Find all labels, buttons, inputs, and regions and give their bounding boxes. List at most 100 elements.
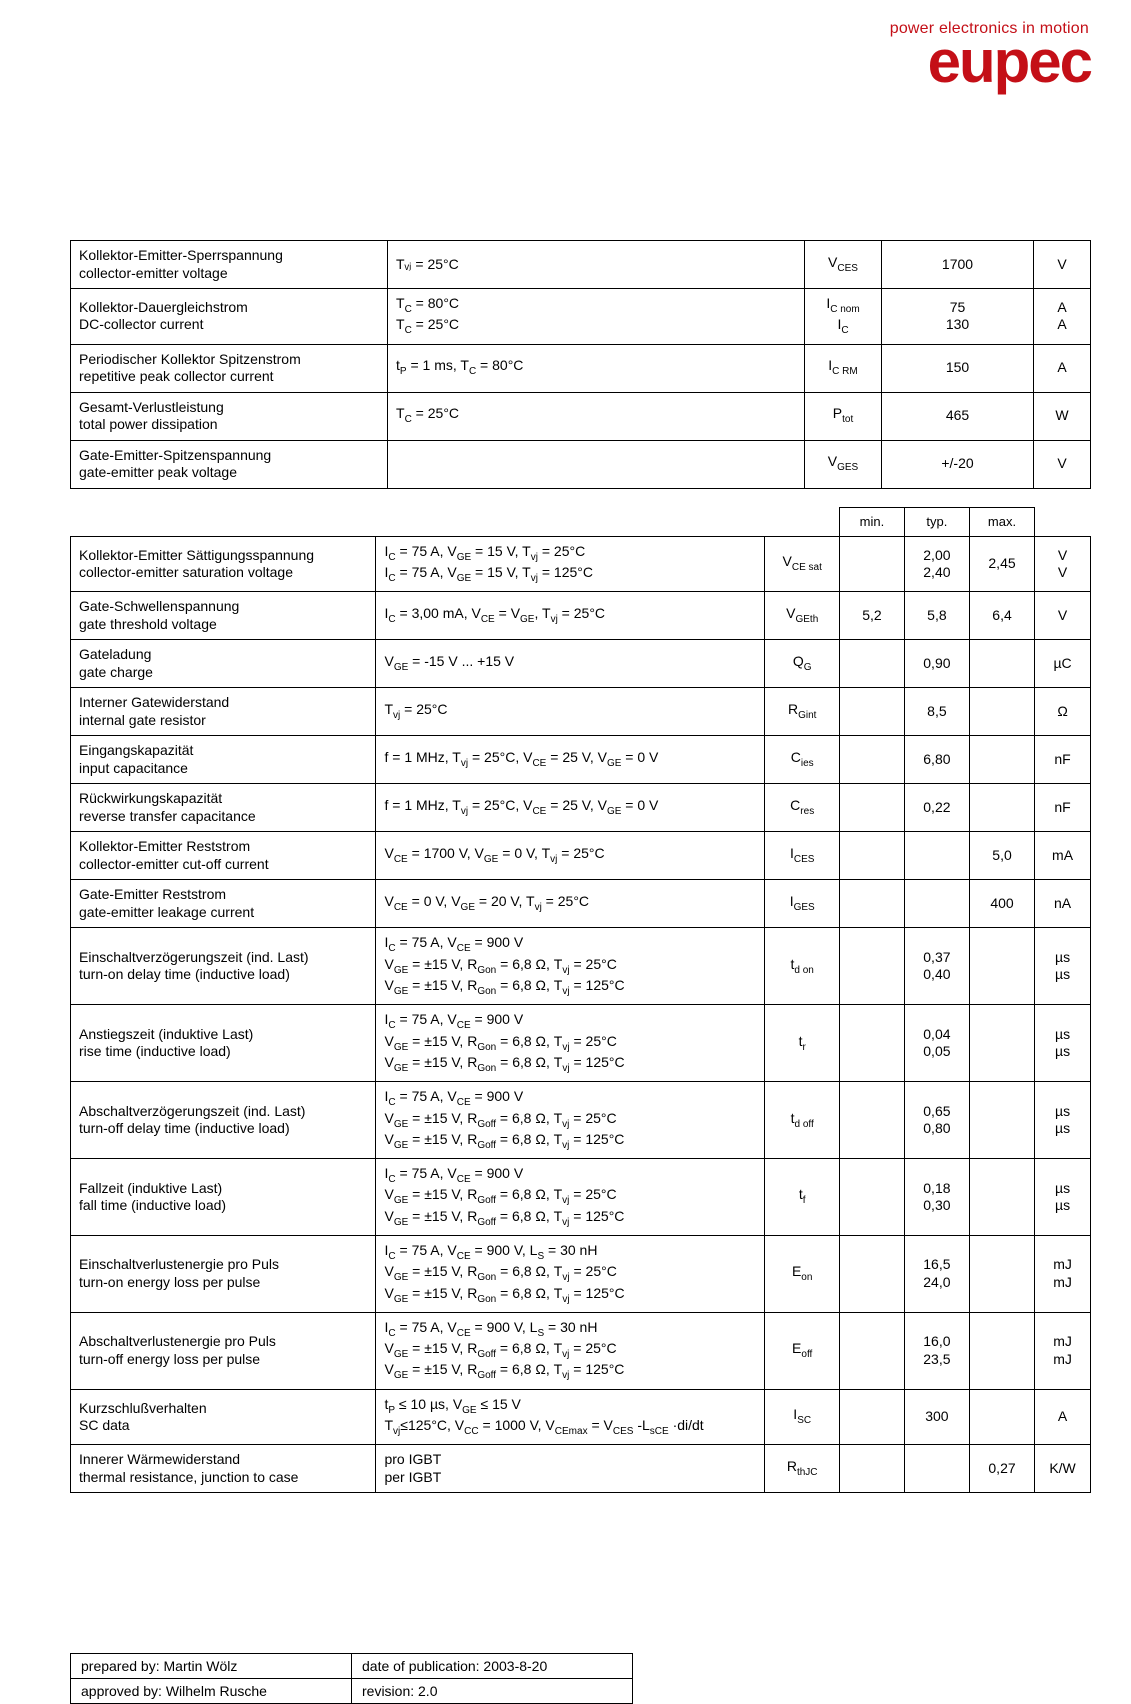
table-row: Gate-Schwellenspannunggate threshold vol… <box>71 592 1091 640</box>
unit-cell: AA <box>1034 289 1091 345</box>
value-cell: +/-20 <box>882 440 1034 488</box>
condition-cell: VCE = 1700 V, VGE = 0 V, Tvj = 25°C <box>376 832 765 880</box>
min-cell <box>840 536 905 592</box>
table-row: Kollektor-Emitter-Sperrspannungcollector… <box>71 241 1091 289</box>
max-cell: 6,4 <box>969 592 1034 640</box>
symbol-cell: Cres <box>765 784 840 832</box>
param-cell: Kollektor-DauergleichstromDC-collector c… <box>71 289 388 345</box>
symbol-cell: VGES <box>805 440 882 488</box>
condition-cell: IC = 75 A, VCE = 900 V, LS = 30 nHVGE = … <box>376 1312 765 1389</box>
col-min: min. <box>840 507 905 536</box>
revision: revision: 2.0 <box>352 1679 633 1704</box>
min-cell <box>840 784 905 832</box>
min-cell <box>840 1082 905 1159</box>
symbol-cell: RGint <box>765 688 840 736</box>
symbol-cell: VGEth <box>765 592 840 640</box>
max-cell <box>969 1312 1034 1389</box>
symbol-cell: VCE sat <box>765 536 840 592</box>
max-cell <box>969 688 1034 736</box>
symbol-cell: Ptot <box>805 392 882 440</box>
condition-cell: TC = 80°CTC = 25°C <box>388 289 805 345</box>
min-cell <box>840 928 905 1005</box>
unit-cell: Ω <box>1035 688 1091 736</box>
table-row: Einschaltverzögerungszeit (ind. Last)tur… <box>71 928 1091 1005</box>
param-cell: Gate-Emitter Reststromgate-emitter leaka… <box>71 880 376 928</box>
unit-cell: µsµs <box>1035 928 1091 1005</box>
table-row: Gate-Emitter Reststromgate-emitter leaka… <box>71 880 1091 928</box>
symbol-cell: tr <box>765 1005 840 1082</box>
unit-cell: mJmJ <box>1035 1312 1091 1389</box>
param-cell: Abschaltverlustenergie pro Pulsturn-off … <box>71 1312 376 1389</box>
param-cell: Kollektor-Emitter Reststromcollector-emi… <box>71 832 376 880</box>
brand-logo: power electronics in motion eupec <box>890 20 1091 92</box>
table-row: Kollektor-DauergleichstromDC-collector c… <box>71 289 1091 345</box>
param-cell: Kollektor-Emitter Sättigungsspannungcoll… <box>71 536 376 592</box>
meta-row: approved by: Wilhelm Rusche revision: 2.… <box>71 1679 633 1704</box>
condition-cell: f = 1 MHz, Tvj = 25°C, VCE = 25 V, VGE =… <box>376 736 765 784</box>
max-cell: 2,45 <box>969 536 1034 592</box>
condition-cell: VCE = 0 V, VGE = 20 V, Tvj = 25°C <box>376 880 765 928</box>
col-typ: typ. <box>904 507 969 536</box>
table-row: Periodischer Kollektor Spitzenstromrepet… <box>71 344 1091 392</box>
condition-cell: tP ≤ 10 µs, VGE ≤ 15 VTvj≤125°C, VCC = 1… <box>376 1389 765 1445</box>
table-row: Gate-Emitter-Spitzenspannunggate-emitter… <box>71 440 1091 488</box>
param-cell: Anstiegszeit (induktive Last)rise time (… <box>71 1005 376 1082</box>
min-cell <box>840 832 905 880</box>
max-cell: 0,27 <box>969 1445 1034 1493</box>
table-row: Einschaltverlustenergie pro Pulsturn-on … <box>71 1236 1091 1313</box>
min-cell <box>840 736 905 784</box>
typ-cell: 0,370,40 <box>904 928 969 1005</box>
param-cell: Eingangskapazitätinput capacitance <box>71 736 376 784</box>
typ-cell: 0,180,30 <box>904 1159 969 1236</box>
typ-cell: 0,040,05 <box>904 1005 969 1082</box>
unit-cell: nF <box>1035 736 1091 784</box>
max-cell <box>969 1236 1034 1313</box>
condition-cell: IC = 75 A, VCE = 900 VVGE = ±15 V, RGoff… <box>376 1159 765 1236</box>
condition-cell: IC = 75 A, VGE = 15 V, Tvj = 25°CIC = 75… <box>376 536 765 592</box>
param-cell: Periodischer Kollektor Spitzenstromrepet… <box>71 344 388 392</box>
ratings-table: Kollektor-Emitter-Sperrspannungcollector… <box>70 240 1091 489</box>
param-cell: Gateladunggate charge <box>71 640 376 688</box>
max-cell: 5,0 <box>969 832 1034 880</box>
condition-cell: tP = 1 ms, TC = 80°C <box>388 344 805 392</box>
typ-cell: 16,524,0 <box>904 1236 969 1313</box>
typ-cell <box>904 1445 969 1493</box>
param-cell: Einschaltverlustenergie pro Pulsturn-on … <box>71 1236 376 1313</box>
condition-cell: TC = 25°C <box>388 392 805 440</box>
max-cell <box>969 1005 1034 1082</box>
table-row: Kollektor-Emitter Reststromcollector-emi… <box>71 832 1091 880</box>
symbol-cell: IC RM <box>805 344 882 392</box>
condition-cell: Tvj = 25°C <box>376 688 765 736</box>
unit-cell: VV <box>1035 536 1091 592</box>
min-cell <box>840 1389 905 1445</box>
condition-cell: IC = 75 A, VCE = 900 V, LS = 30 nHVGE = … <box>376 1236 765 1313</box>
publication-date: date of publication: 2003-8-20 <box>352 1654 633 1679</box>
typ-cell: 6,80 <box>904 736 969 784</box>
unit-cell: V <box>1034 440 1091 488</box>
symbol-cell: Eoff <box>765 1312 840 1389</box>
table-row: Gesamt-Verlustleistungtotal power dissip… <box>71 392 1091 440</box>
condition-cell: VGE = -15 V ... +15 V <box>376 640 765 688</box>
table-row: Innerer Wärmewiderstandthermal resistanc… <box>71 1445 1091 1493</box>
typ-cell: 0,90 <box>904 640 969 688</box>
table-row: Rückwirkungskapazitätreverse transfer ca… <box>71 784 1091 832</box>
unit-cell: V <box>1035 592 1091 640</box>
min-cell <box>840 1236 905 1313</box>
symbol-cell: RthJC <box>765 1445 840 1493</box>
unit-cell: µsµs <box>1035 1005 1091 1082</box>
value-cell: 465 <box>882 392 1034 440</box>
symbol-cell: Eon <box>765 1236 840 1313</box>
symbol-cell: td off <box>765 1082 840 1159</box>
unit-cell: µC <box>1035 640 1091 688</box>
header-row: min.typ.max. <box>71 507 1091 536</box>
unit-cell: mA <box>1035 832 1091 880</box>
param-cell: KurzschlußverhaltenSC data <box>71 1389 376 1445</box>
symbol-cell: ISC <box>765 1389 840 1445</box>
condition-cell: IC = 75 A, VCE = 900 VVGE = ±15 V, RGoff… <box>376 1082 765 1159</box>
characteristics-table: min.typ.max.Kollektor-Emitter Sättigungs… <box>70 507 1091 1494</box>
symbol-cell: VCES <box>805 241 882 289</box>
typ-cell: 0,650,80 <box>904 1082 969 1159</box>
symbol-cell: IC nomIC <box>805 289 882 345</box>
min-cell <box>840 640 905 688</box>
param-cell: Fallzeit (induktive Last)fall time (indu… <box>71 1159 376 1236</box>
